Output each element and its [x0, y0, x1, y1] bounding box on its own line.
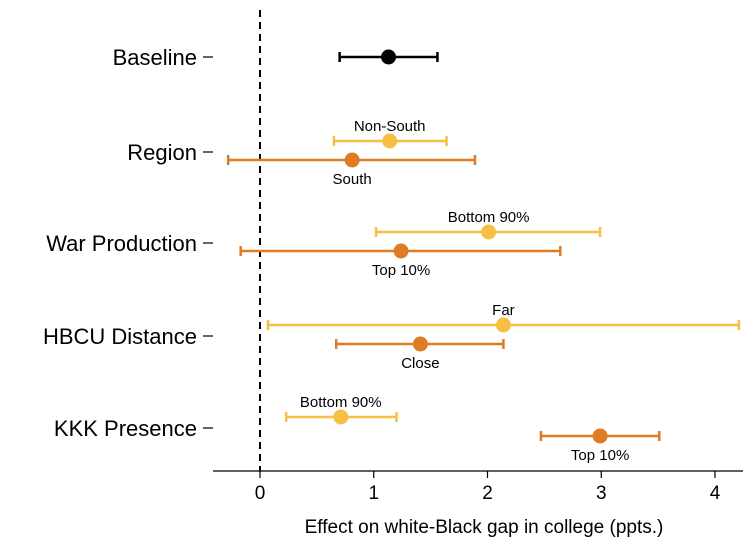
category-label-region: Region [127, 140, 197, 165]
point-region-non-south [382, 133, 398, 149]
point-hbcu-distance-far [495, 317, 511, 333]
x-tick-label-3: 3 [596, 483, 607, 504]
point-war-production-top-10- [393, 243, 409, 259]
x-tick-label-2: 2 [482, 483, 493, 504]
point-hbcu-distance-close [412, 336, 428, 352]
point-label-hbcu-distance-close: Close [401, 355, 439, 372]
point-label-war-production-bottom-90-: Bottom 90% [448, 209, 530, 226]
point-label-kkk-presence-bottom-90-: Bottom 90% [300, 394, 382, 411]
point-kkk-presence-top-10- [592, 428, 608, 444]
marks-layer: Non-South South Bottom 90% Top 10% Far Close B… [226, 49, 741, 464]
axes-layer: 0 1 2 3 4 Baseline Region War Production HBCU Di… [43, 10, 743, 504]
category-label-hbcu-distance: HBCU Distance [43, 324, 197, 349]
point-region-south [344, 152, 360, 168]
point-label-war-production-top-10-: Top 10% [372, 262, 430, 279]
point-label-region-non-south: Non-South [354, 118, 426, 135]
point-label-region-south: South [333, 171, 372, 188]
point-war-production-bottom-90- [481, 224, 497, 240]
x-axis-title: Effect on white-Black gap in college (pp… [305, 517, 664, 538]
point-label-hbcu-distance-far: Far [492, 302, 515, 319]
point-baseline-estimate [381, 49, 397, 65]
x-tick-label-1: 1 [368, 483, 379, 504]
point-label-kkk-presence-top-10-: Top 10% [571, 447, 629, 464]
point-kkk-presence-bottom-90- [333, 409, 349, 425]
category-label-baseline: Baseline [113, 45, 197, 70]
x-tick-label-0: 0 [255, 483, 266, 504]
x-tick-label-4: 4 [710, 483, 721, 504]
category-label-kkk-presence: KKK Presence [54, 416, 197, 441]
category-label-war-production: War Production [46, 231, 197, 256]
